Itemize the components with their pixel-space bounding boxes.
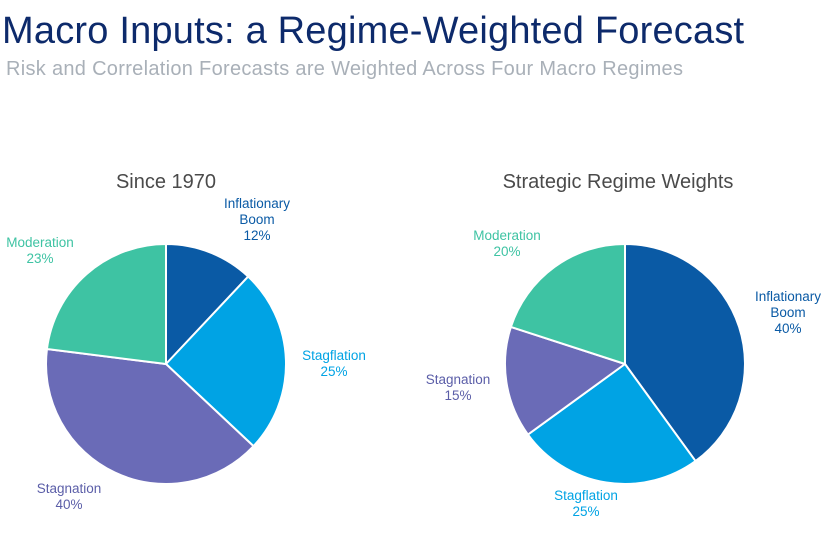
pie-chart-since-1970: Since 1970 Inflationary Boom 12% Stagflatio… <box>6 171 366 512</box>
pie-slices <box>45 243 288 486</box>
pie-slices <box>504 243 746 485</box>
pie-slice-stagnation <box>45 347 255 486</box>
page-title: Macro Inputs: a Regime-Weighted Forecast <box>2 10 745 52</box>
slice-label-moderation: Moderation 20% <box>473 228 541 259</box>
chart-title-since-1970: Since 1970 <box>116 171 216 193</box>
pie-slice-moderation <box>509 243 626 365</box>
slice-label-inflationary-boom: Inflationary Boom 12% <box>224 196 290 243</box>
pie-chart-strategic-regime-weights: Strategic Regime Weights Inflationary Boo… <box>426 171 822 519</box>
pie-slice-moderation <box>45 243 167 365</box>
pie-slice-stagnation <box>504 325 626 436</box>
pie-labels: Inflationary Boom 40% Stagflation 25% Stagnat… <box>426 228 822 519</box>
pie-slice-stagflation <box>165 275 288 448</box>
slice-label-stagnation: Stagnation 40% <box>37 481 102 512</box>
slice-label-inflationary-boom: Inflationary Boom 40% <box>755 289 821 336</box>
slice-label-moderation: Moderation 23% <box>6 235 74 266</box>
slice-label-stagflation: Stagflation 25% <box>302 348 366 379</box>
slice-label-stagnation: Stagnation 15% <box>426 372 491 403</box>
pie-slice-inflationary-boom <box>624 243 746 463</box>
pie-slice-stagflation <box>526 363 697 485</box>
pie-slice-inflationary-boom <box>165 243 250 365</box>
page-subtitle: Risk and Correlation Forecasts are Weigh… <box>6 58 684 80</box>
pie-labels: Inflationary Boom 12% Stagflation 25% Stagnat… <box>6 196 366 512</box>
chart-title-strategic-regime-weights: Strategic Regime Weights <box>503 171 734 193</box>
slice-label-stagflation: Stagflation 25% <box>554 488 618 519</box>
